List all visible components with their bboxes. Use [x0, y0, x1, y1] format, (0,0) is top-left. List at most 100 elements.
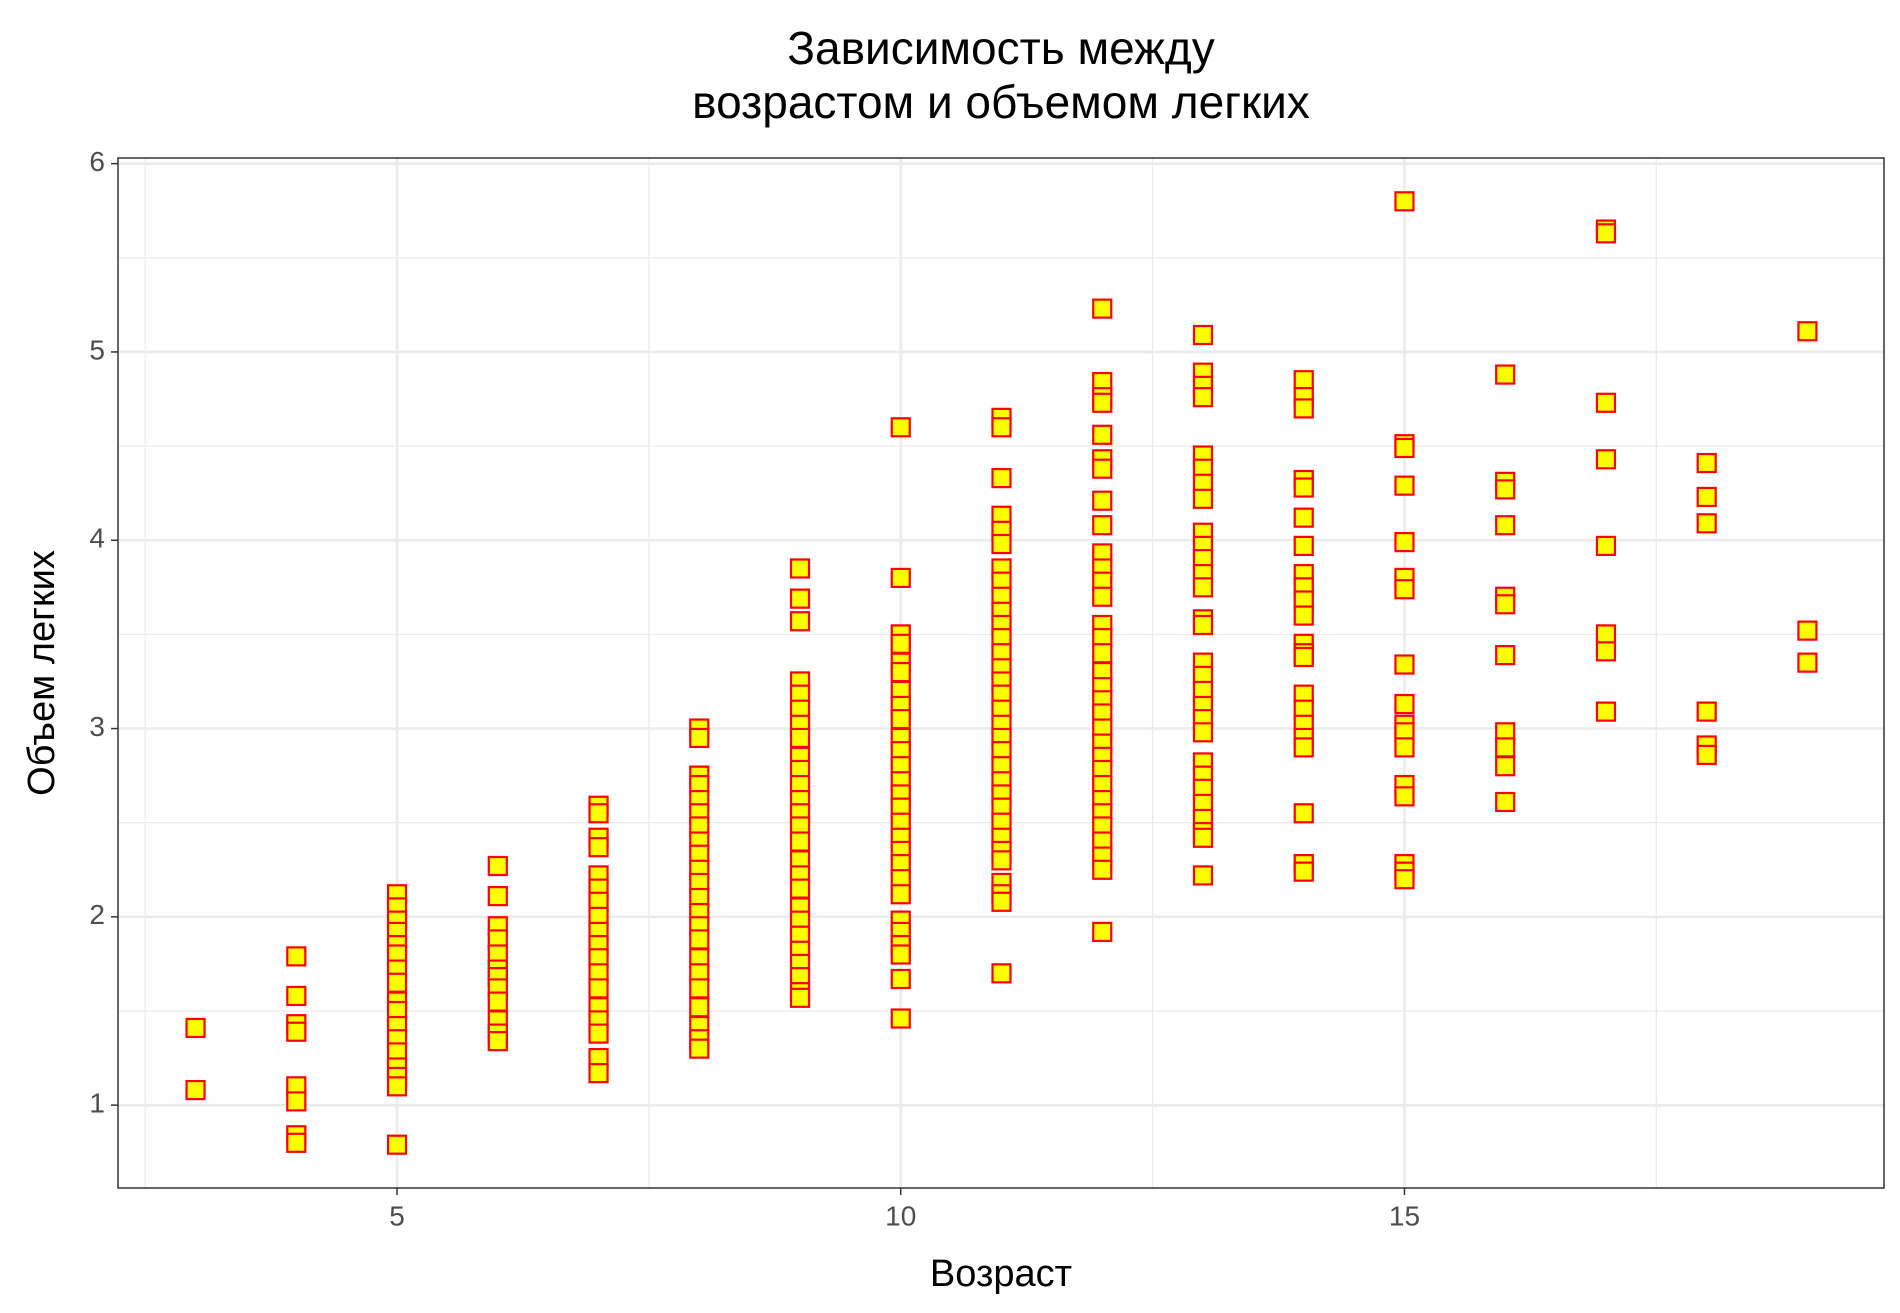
point: [1394, 693, 1415, 715]
point: [1495, 594, 1516, 615]
point: [991, 417, 1012, 438]
point: [1495, 791, 1516, 813]
point: [1092, 643, 1113, 664]
point: [991, 468, 1012, 489]
point: [1394, 786, 1415, 807]
point: [588, 1023, 609, 1044]
point: [890, 1008, 911, 1029]
point: [386, 972, 408, 993]
point: [1092, 921, 1113, 943]
point: [1495, 364, 1516, 385]
point: [1192, 722, 1214, 743]
point: [1092, 298, 1113, 319]
point: [487, 855, 508, 877]
point: [1696, 744, 1717, 766]
y-tick-label: 6: [89, 146, 105, 177]
point: [1192, 387, 1214, 408]
point: [1495, 737, 1516, 758]
point: [1595, 641, 1617, 662]
point: [1293, 507, 1314, 528]
point: [1595, 449, 1617, 470]
point: [890, 884, 911, 905]
y-tick-label: 4: [89, 523, 105, 554]
point: [487, 991, 508, 1012]
point: [1394, 869, 1415, 890]
point: [789, 878, 811, 899]
point: [1696, 452, 1717, 474]
point: [890, 417, 911, 438]
point: [991, 963, 1012, 984]
point: [890, 709, 911, 730]
x-tick-label: 10: [885, 1200, 916, 1231]
point: [890, 968, 911, 990]
point: [1595, 535, 1617, 556]
x-axis-title: Возраст: [930, 1253, 1072, 1295]
point: [1192, 488, 1214, 509]
point: [689, 929, 710, 950]
point: [1394, 737, 1415, 758]
point: [1696, 701, 1717, 722]
point: [386, 1076, 408, 1097]
point: [1293, 737, 1314, 758]
point: [689, 978, 710, 999]
point: [689, 1038, 710, 1059]
point: [588, 837, 609, 858]
point: [1092, 586, 1113, 607]
point: [991, 891, 1012, 912]
y-axis-title: Объем легких: [21, 550, 63, 796]
point: [890, 567, 911, 589]
chart-title: возрастом и объемом легких: [692, 76, 1310, 128]
x-tick-label: 15: [1389, 1200, 1420, 1231]
point: [1495, 479, 1516, 500]
point: [789, 588, 811, 609]
point: [991, 850, 1012, 871]
point: [1495, 756, 1516, 777]
point: [1394, 437, 1415, 459]
point: [1192, 865, 1214, 886]
point: [1092, 458, 1113, 479]
point: [588, 1063, 609, 1084]
point: [286, 985, 307, 1007]
y-tick-label: 1: [89, 1088, 105, 1119]
point: [689, 727, 710, 749]
point: [588, 803, 609, 824]
point: [1495, 515, 1516, 536]
point: [1696, 486, 1717, 508]
point: [1293, 605, 1314, 626]
point: [1092, 392, 1113, 413]
point: [1293, 398, 1314, 419]
point: [185, 1017, 206, 1039]
point: [1595, 701, 1617, 722]
point: [789, 987, 811, 1008]
plot-border: [117, 157, 1885, 1189]
point: [1394, 654, 1415, 675]
point: [1394, 475, 1415, 496]
y-tick-label: 2: [89, 899, 105, 930]
point: [1192, 577, 1214, 598]
point: [1092, 515, 1113, 536]
y-tick-label: 3: [89, 711, 105, 742]
point: [487, 886, 508, 907]
point: [1293, 861, 1314, 882]
point: [1293, 803, 1314, 824]
point: [1192, 827, 1214, 848]
point: [1092, 424, 1113, 445]
point: [890, 661, 911, 683]
chart-title: Зависимость между: [787, 22, 1215, 74]
point: [1495, 645, 1516, 666]
point: [890, 633, 911, 654]
point: [1595, 392, 1617, 413]
point: [1192, 324, 1214, 346]
point: [1595, 624, 1617, 645]
point: [286, 1091, 307, 1112]
x-tick-label: 5: [389, 1200, 405, 1231]
point: [1394, 191, 1415, 212]
point: [386, 1134, 408, 1155]
point: [185, 1079, 206, 1101]
point: [1192, 614, 1214, 636]
point: [789, 727, 811, 749]
point: [1394, 579, 1415, 600]
point: [1293, 477, 1314, 498]
